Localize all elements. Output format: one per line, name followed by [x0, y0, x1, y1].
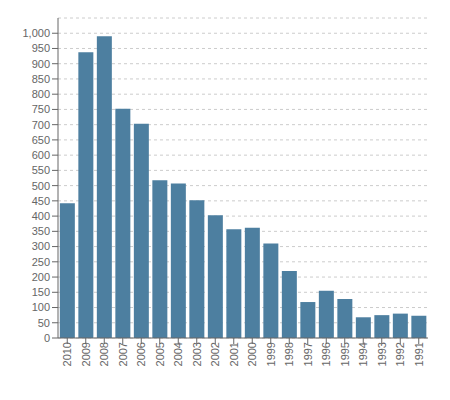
- svg-text:2006: 2006: [135, 342, 147, 366]
- svg-text:1997: 1997: [302, 342, 314, 366]
- svg-text:1,000: 1,000: [22, 27, 50, 39]
- svg-text:150: 150: [32, 286, 50, 298]
- svg-text:600: 600: [32, 149, 50, 161]
- svg-text:2009: 2009: [80, 342, 92, 366]
- svg-text:2000: 2000: [246, 342, 258, 366]
- svg-text:2003: 2003: [191, 342, 203, 366]
- svg-text:400: 400: [32, 210, 50, 222]
- svg-text:2002: 2002: [209, 342, 221, 366]
- svg-text:450: 450: [32, 195, 50, 207]
- svg-text:1994: 1994: [357, 342, 369, 366]
- svg-text:1995: 1995: [339, 342, 351, 366]
- svg-text:2010: 2010: [61, 342, 73, 366]
- svg-text:850: 850: [32, 73, 50, 85]
- svg-text:650: 650: [32, 134, 50, 146]
- svg-text:750: 750: [32, 103, 50, 115]
- svg-text:900: 900: [32, 58, 50, 70]
- svg-text:2004: 2004: [172, 342, 184, 366]
- svg-text:2007: 2007: [117, 342, 129, 366]
- svg-text:2005: 2005: [154, 342, 166, 366]
- svg-text:1996: 1996: [320, 342, 332, 366]
- svg-text:200: 200: [32, 271, 50, 283]
- svg-text:950: 950: [32, 42, 50, 54]
- svg-text:350: 350: [32, 225, 50, 237]
- svg-text:0: 0: [44, 332, 50, 344]
- svg-text:550: 550: [32, 164, 50, 176]
- svg-text:1999: 1999: [265, 342, 277, 366]
- svg-text:50: 50: [38, 317, 50, 329]
- svg-text:700: 700: [32, 119, 50, 131]
- svg-text:2008: 2008: [98, 342, 110, 366]
- svg-text:500: 500: [32, 180, 50, 192]
- svg-text:2001: 2001: [228, 342, 240, 366]
- svg-text:800: 800: [32, 88, 50, 100]
- svg-text:250: 250: [32, 256, 50, 268]
- svg-text:1998: 1998: [283, 342, 295, 366]
- svg-text:1992: 1992: [394, 342, 406, 366]
- svg-text:300: 300: [32, 240, 50, 252]
- svg-text:1991: 1991: [413, 342, 425, 366]
- svg-text:1993: 1993: [376, 342, 388, 366]
- svg-text:100: 100: [32, 301, 50, 313]
